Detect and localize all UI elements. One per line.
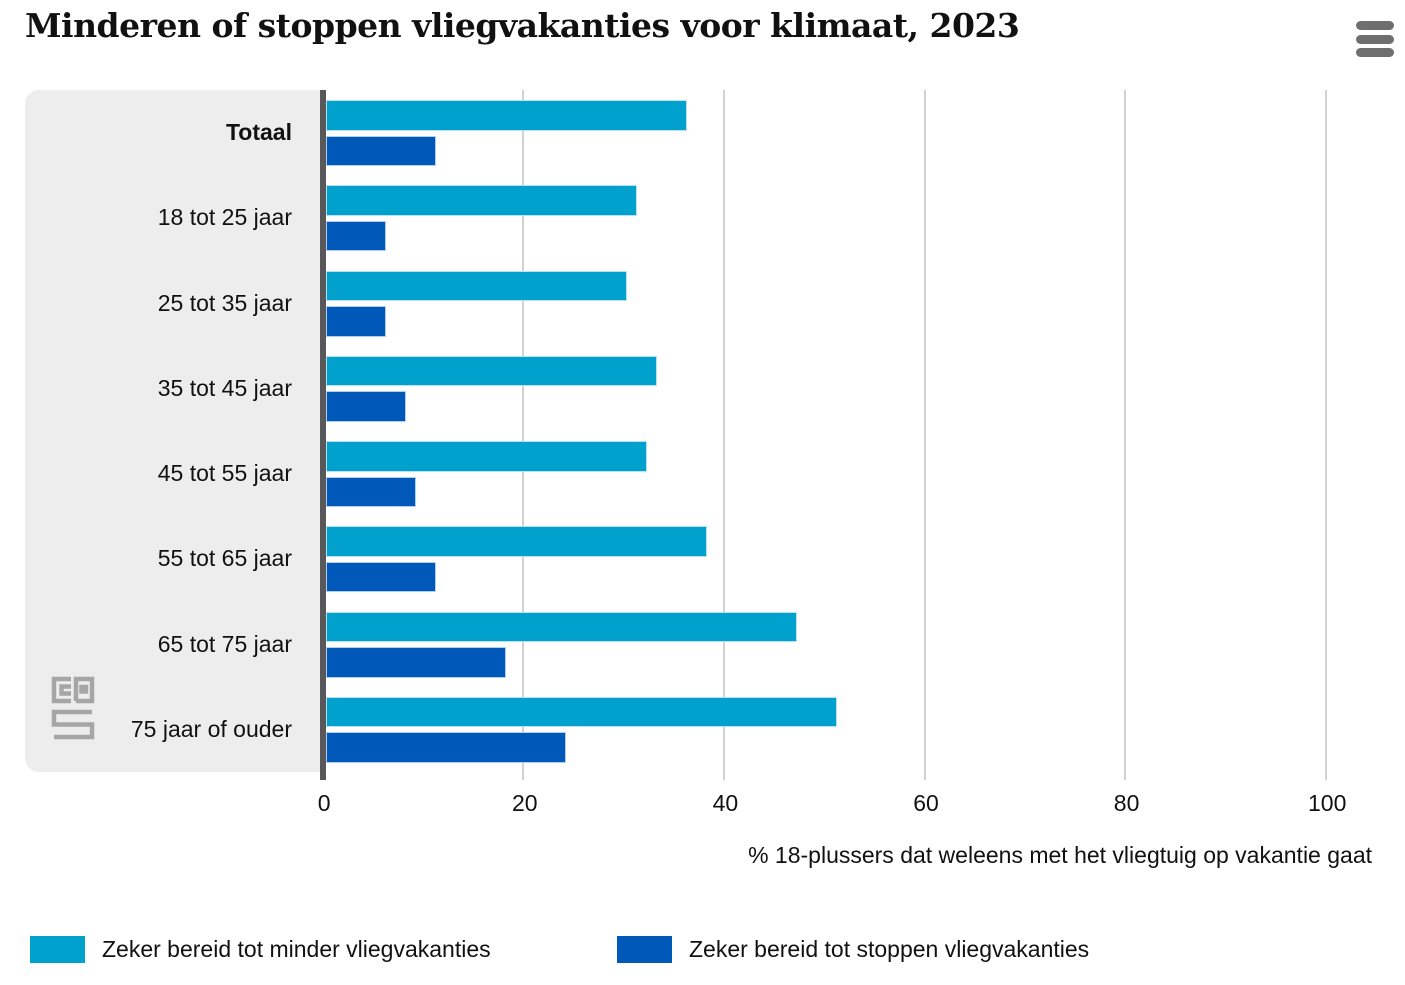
category-label: Totaal <box>225 119 292 146</box>
bar-stoppen-vliegvakanties <box>325 561 437 593</box>
bar-stoppen-vliegvakanties <box>325 220 386 252</box>
category-label: 18 tot 25 jaar <box>157 204 292 231</box>
cbs-logo-b <box>73 676 95 704</box>
grid-line <box>722 90 725 780</box>
grid-line <box>1324 90 1327 780</box>
bar-chart: Totaal 18 tot 25 jaar 25 tot 35 jaar 35 tot… <box>25 90 1385 868</box>
category-label: 75 jaar of ouder <box>130 715 292 742</box>
bar-stoppen-vliegvakanties <box>325 306 386 337</box>
category-label: 35 tot 45 jaar <box>157 374 292 401</box>
legend: Zeker bereid tot minder vliegvakanties Z… <box>0 930 1405 970</box>
x-tick-label: 40 <box>712 790 739 816</box>
cbs-logo <box>51 676 95 740</box>
cbs-logo-s <box>51 709 95 740</box>
legend-label-stoppen: Zeker bereid tot stoppen vliegvakanties <box>689 936 1090 962</box>
x-axis-label: % 18-plussers dat weleens met het vliegt… <box>748 842 1372 868</box>
bar-minder-vliegvakanties <box>325 526 707 557</box>
menu-button[interactable] <box>1356 21 1394 57</box>
bar-minder-vliegvakanties <box>325 270 627 301</box>
category-label: 45 tot 55 jaar <box>157 460 292 487</box>
x-tick-label: 80 <box>1113 790 1140 816</box>
legend-item-stoppen: Zeker bereid tot stoppen vliegvakanties <box>617 936 1089 963</box>
category-label: 55 tot 65 jaar <box>157 545 292 572</box>
x-tick-label: 0 <box>317 790 331 816</box>
x-tick-label: 20 <box>512 790 538 816</box>
bar-stoppen-vliegvakanties <box>325 476 416 507</box>
zero-axis-line <box>320 90 326 780</box>
bar-minder-vliegvakanties <box>325 696 838 728</box>
x-tick-label: 100 <box>1308 790 1347 816</box>
cbs-logo-c <box>51 676 71 704</box>
legend-swatch-stoppen-icon <box>617 936 672 963</box>
bar-minder-vliegvakanties <box>325 355 657 387</box>
grid-line <box>923 90 926 780</box>
grid-line <box>1124 90 1127 780</box>
bar-minder-vliegvakanties <box>325 611 798 642</box>
x-tick-label: 60 <box>913 790 939 816</box>
chart-title: Minderen of stoppen vliegvakanties voor … <box>25 6 1020 45</box>
bar-stoppen-vliegvakanties <box>325 732 567 763</box>
hamburger-menu-icon <box>1356 21 1394 57</box>
bar-minder-vliegvakanties <box>325 441 647 472</box>
category-label: 65 tot 75 jaar <box>157 630 292 657</box>
bar-stoppen-vliegvakanties <box>325 391 406 422</box>
grid-line <box>522 90 525 780</box>
bar-stoppen-vliegvakanties <box>325 135 437 166</box>
bar-stoppen-vliegvakanties <box>325 647 507 678</box>
bar-minder-vliegvakanties <box>325 185 637 216</box>
category-label: 25 tot 35 jaar <box>157 289 292 316</box>
legend-swatch-minder-icon <box>30 936 85 963</box>
bar-minder-vliegvakanties <box>325 100 687 131</box>
legend-item-minder: Zeker bereid tot minder vliegvakanties <box>30 936 491 963</box>
legend-label-minder: Zeker bereid tot minder vliegvakanties <box>102 936 491 962</box>
category-panel <box>25 90 322 772</box>
